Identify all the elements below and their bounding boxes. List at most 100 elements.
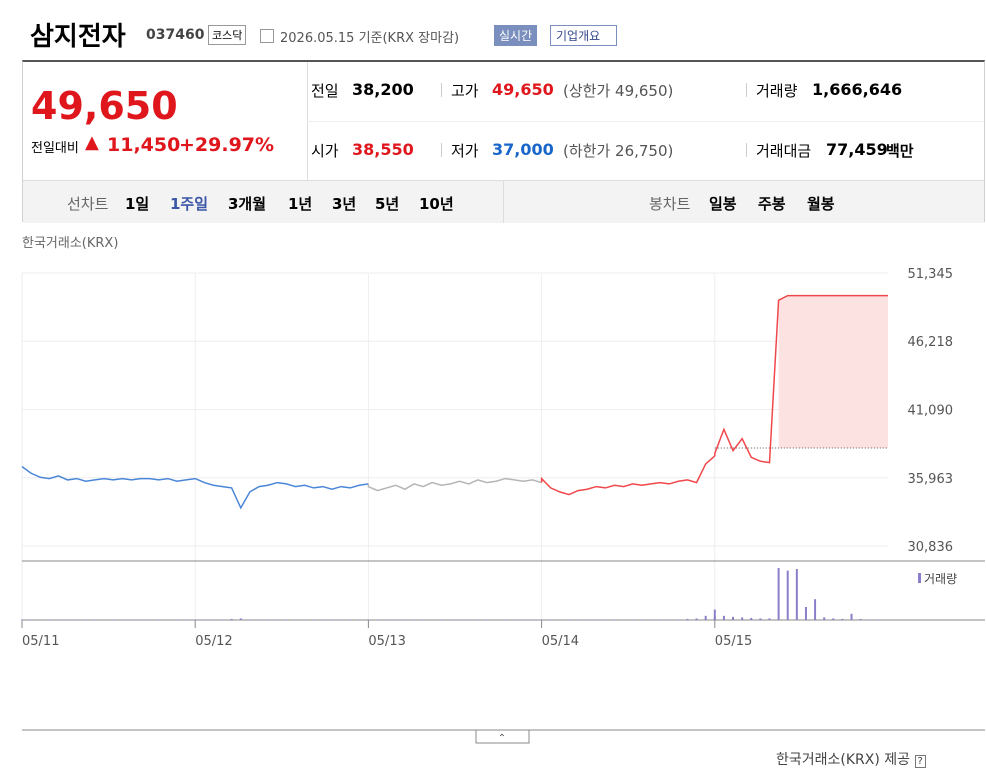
tab[interactable]: 1년 — [288, 195, 313, 213]
current-price: 49,650 — [31, 84, 178, 128]
y-tick-label: 30,836 — [908, 540, 954, 555]
tab[interactable]: 3년 — [332, 195, 357, 213]
volume-bar — [403, 619, 406, 620]
y-tick-label: 41,090 — [908, 404, 954, 419]
volume-bar — [166, 619, 169, 620]
stat-label: 거래량 — [756, 82, 798, 100]
volume-bar — [121, 619, 124, 620]
tab[interactable]: 3개월 — [228, 195, 267, 213]
tab-bar: 선차트 1일 1주일 3개월 1년 3년 5년 10년 봉차트 일봉 주봉 월봉 — [23, 180, 984, 223]
change-rate: +29.97% — [179, 134, 275, 156]
stat-label: 시가 — [311, 142, 339, 160]
volume-bar — [285, 619, 288, 620]
volume-bar — [276, 619, 279, 620]
footer: 한국거래소(KRX) 제공 ? — [776, 749, 926, 769]
volume-bar — [385, 619, 388, 620]
stat-label: 거래대금 — [756, 142, 812, 160]
volume-bar — [549, 619, 552, 620]
volume-bar — [358, 619, 361, 620]
legend-label: 거래량 — [924, 572, 957, 586]
volume-bar — [577, 619, 580, 620]
volume-bar — [732, 616, 735, 620]
divider — [307, 121, 984, 122]
volume-bar — [485, 619, 488, 620]
tab[interactable]: 5년 — [375, 195, 400, 213]
collapse-handle[interactable] — [475, 729, 530, 744]
volume-bar — [741, 617, 744, 620]
stat-value: 1,666,646 — [812, 80, 903, 99]
volume-bar — [48, 619, 51, 620]
realtime-button[interactable]: 실시간 — [494, 25, 538, 46]
volume-bar — [887, 619, 889, 620]
volume-bar — [30, 619, 33, 620]
volume-bar — [522, 619, 525, 620]
volume-bar — [504, 619, 507, 620]
volume-bar — [449, 619, 452, 620]
volume-bar — [531, 619, 534, 620]
stat-value: 38,550 — [352, 140, 414, 159]
volume-bar — [312, 619, 315, 620]
volume-bar — [349, 619, 352, 620]
volume-bar — [604, 619, 607, 620]
stat-label: 저가 — [451, 142, 479, 160]
volume-bar — [139, 619, 142, 620]
volume-bar — [84, 619, 87, 620]
volume-bar — [704, 615, 707, 620]
volume-bar — [850, 613, 853, 620]
volume-bar — [567, 619, 570, 620]
source: 한국거래소(KRX) — [22, 236, 118, 251]
volume-bar — [695, 618, 698, 620]
tab-label: 봉차트 — [649, 195, 691, 213]
volume-bar — [376, 619, 379, 620]
volume-bar — [258, 619, 261, 620]
volume-bar — [640, 619, 643, 620]
overview-dropdown[interactable]: 기업개요 — [550, 25, 618, 46]
y-tick-label: 46,218 — [908, 335, 954, 350]
divider — [441, 143, 442, 157]
tab[interactable]: 월봉 — [807, 195, 835, 213]
volume-bar — [175, 619, 178, 620]
divider — [746, 143, 747, 157]
chart: 한국거래소(KRX) 30,836 35,963 41,090 46,218 51,34… — [21, 236, 985, 744]
volume-bar — [722, 615, 725, 620]
stat-value: 38,200 — [352, 80, 414, 99]
market-badge: 코스닥 — [208, 25, 247, 45]
volume-bar — [613, 619, 616, 620]
tab[interactable]: 1주일 — [170, 195, 209, 213]
volume-bar — [340, 619, 343, 620]
tab[interactable]: 주봉 — [758, 195, 786, 213]
y-tick-label: 51,345 — [908, 267, 954, 282]
volume-bar — [859, 618, 862, 620]
volume-bar — [112, 619, 115, 620]
volume-bar — [668, 619, 671, 620]
calendar-icon — [260, 29, 274, 43]
volume-bar — [622, 619, 625, 620]
help-icon[interactable]: ? — [914, 755, 926, 768]
volume-bar — [148, 619, 151, 620]
tab[interactable]: 10년 — [419, 195, 454, 213]
volume-bar — [586, 619, 589, 620]
date: 2026.05.15 기준(KRX 장마감) — [280, 31, 460, 46]
volume-bar — [93, 619, 96, 620]
volume-bar — [649, 619, 652, 620]
tab[interactable]: 일봉 — [709, 195, 737, 213]
volume-bar — [21, 619, 23, 620]
volume-bar — [194, 619, 197, 620]
volume-bar — [157, 619, 160, 620]
area-fill — [778, 295, 888, 448]
x-tick-label: 05/11 — [22, 634, 59, 649]
volume-bar — [221, 619, 224, 620]
volume-bar — [75, 619, 78, 620]
volume-bar — [476, 619, 479, 620]
stat-label: 고가 — [451, 82, 479, 100]
handle-icon: ⌃ — [498, 733, 506, 744]
title: 삼지전자 — [30, 22, 126, 52]
code: 037460 — [146, 27, 205, 43]
price-line — [21, 466, 196, 483]
tab[interactable]: 1일 — [125, 195, 150, 213]
volume-bar — [595, 619, 598, 620]
volume-bar — [57, 619, 60, 620]
volume-bar — [321, 619, 324, 620]
stat-note: (상한가 49,650) — [563, 82, 674, 100]
